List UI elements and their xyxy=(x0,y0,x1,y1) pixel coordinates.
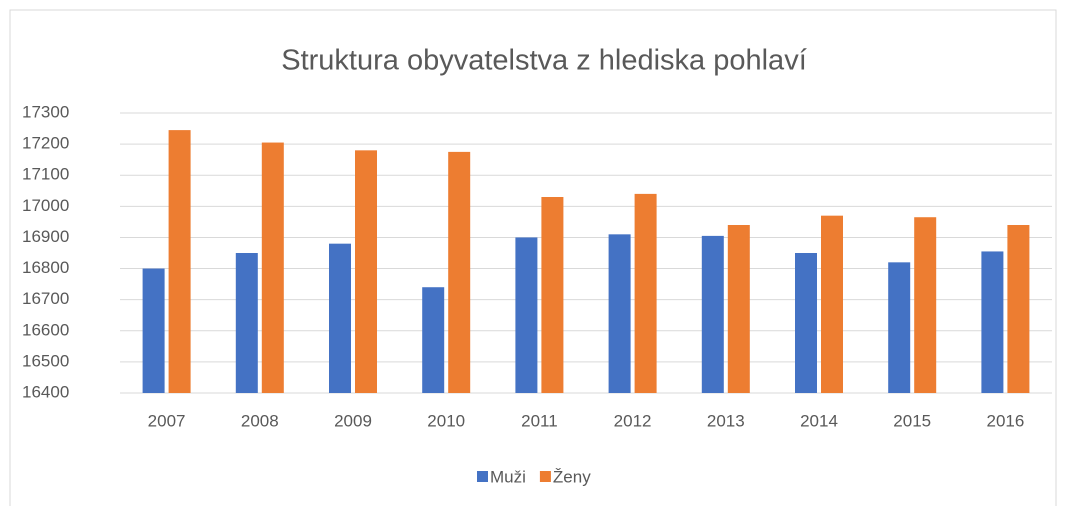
bar xyxy=(701,235,724,393)
x-tick-label: 2014 xyxy=(800,411,838,430)
bar xyxy=(727,225,750,393)
y-tick-label: 17000 xyxy=(22,196,69,215)
bar xyxy=(355,150,377,393)
y-tick-label: 16400 xyxy=(22,382,69,401)
bar xyxy=(608,234,631,393)
x-tick-label: 2011 xyxy=(521,411,558,430)
chart-title: Struktura obyvatelstva z hlediska pohlav… xyxy=(281,45,807,77)
bar xyxy=(168,130,191,393)
bar xyxy=(634,193,657,393)
y-tick-label: 16700 xyxy=(22,289,69,308)
bar xyxy=(235,253,258,393)
y-tick-label: 17300 xyxy=(22,102,69,121)
x-tick-label: 2012 xyxy=(614,411,652,430)
y-tick-label: 16900 xyxy=(22,227,69,246)
bar xyxy=(821,215,843,393)
bar xyxy=(448,151,471,393)
bar xyxy=(261,142,284,393)
bar xyxy=(888,262,911,393)
x-tick-label: 2007 xyxy=(148,411,186,430)
bar xyxy=(142,268,165,393)
bar xyxy=(329,243,351,393)
legend-swatch xyxy=(477,471,488,482)
x-tick-label: 2015 xyxy=(893,411,931,430)
y-tick-label: 16600 xyxy=(22,320,69,339)
bar xyxy=(1007,225,1030,393)
legend-label: Ženy xyxy=(553,467,591,486)
y-tick-label: 17100 xyxy=(22,165,69,184)
bar xyxy=(541,197,564,393)
x-tick-label: 2009 xyxy=(334,411,372,430)
x-tick-label: 2013 xyxy=(707,411,745,430)
legend-label: Muži xyxy=(490,467,526,486)
bar xyxy=(422,287,445,393)
bar xyxy=(515,237,538,393)
x-tick-label: 2010 xyxy=(427,411,465,430)
x-tick-label: 2008 xyxy=(241,411,279,430)
y-tick-label: 17200 xyxy=(22,134,69,153)
y-tick-label: 16500 xyxy=(22,351,69,370)
x-tick-label: 2016 xyxy=(986,411,1024,430)
bar xyxy=(914,217,937,393)
legend-swatch xyxy=(539,471,551,482)
bar xyxy=(795,253,817,393)
bar xyxy=(981,251,1004,393)
y-tick-label: 16800 xyxy=(22,258,69,277)
